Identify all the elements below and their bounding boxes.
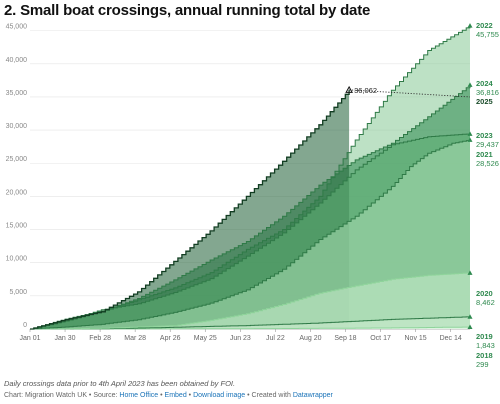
area-2020 (30, 272, 470, 329)
y-tick-label: 5,000 (9, 289, 27, 296)
projection-marker (345, 85, 353, 93)
end-label-value-2018: 299 (476, 360, 489, 369)
projection-layer: 36,062 (345, 85, 471, 98)
embed-link[interactable]: Embed (164, 392, 187, 399)
area-2021 (30, 139, 470, 329)
end-label-year-2018: 2018 (476, 351, 493, 360)
x-tick-label: Aug 20 (299, 335, 321, 342)
chart-title: 2. Small boat crossings, annual running … (4, 2, 371, 19)
projection-line (349, 89, 471, 98)
series-line-2023 (30, 133, 471, 330)
credits-prefix: Chart: Migration Watch UK • Source: (4, 392, 120, 399)
y-tick-label: 45,000 (6, 24, 28, 31)
x-tick-label: Apr 26 (160, 335, 181, 342)
end-label-year-2019: 2019 (476, 332, 493, 341)
x-tick-label: Jun 23 (230, 335, 251, 342)
y-tick-label: 35,000 (6, 90, 28, 97)
series-areas (30, 25, 470, 330)
series-line-2025 (30, 89, 350, 330)
x-tick-label: May 25 (194, 335, 217, 342)
end-label-year-2024: 2024 (476, 79, 494, 88)
credits-sep: • (158, 392, 165, 399)
end-label-year-2022: 2022 (476, 21, 493, 30)
footnote: Daily crossings data prior to 4th April … (4, 379, 236, 388)
end-marker-2020 (467, 270, 473, 275)
series-lines (30, 23, 473, 330)
x-tick-label: Oct 17 (370, 335, 391, 342)
source-link[interactable]: Home Office (119, 392, 159, 399)
x-tick-label: Mar 28 (124, 335, 146, 342)
end-label-value-2020: 8,462 (476, 298, 495, 307)
end-label-year-2023: 2023 (476, 131, 493, 140)
y-tick-label: 10,000 (6, 256, 28, 263)
download-image-link[interactable]: Download image (193, 392, 246, 399)
x-tick-label: Nov 15 (405, 335, 427, 342)
x-tick-label: Sep 18 (334, 335, 356, 342)
y-tick-label: 25,000 (6, 156, 28, 163)
y-tick-label: 40,000 (6, 57, 28, 64)
series-line-2019 (30, 316, 471, 330)
end-label-value-2022: 45,755 (476, 30, 499, 39)
end-marker-2019 (467, 314, 473, 319)
y-axis-ticks: 0 5,000 10,000 15,000 20,000 25,000 30,000 35,0… (6, 24, 28, 329)
end-marker-2023 (467, 131, 473, 136)
end-marker-2018 (467, 324, 473, 330)
y-tick-label: 15,000 (6, 223, 28, 230)
x-tick-label: Jan 01 (19, 335, 40, 342)
x-tick-label: Dec 14 (440, 335, 462, 342)
credits-sep: • Created with (245, 392, 293, 399)
end-label-value-2024: 36,816 (476, 88, 499, 97)
end-label-year-2021: 2021 (476, 150, 493, 159)
end-marker-2022 (467, 23, 473, 28)
y-tick-label: 20,000 (6, 189, 28, 196)
y-tick-label: 30,000 (6, 123, 28, 130)
end-label-value-2023: 29,437 (476, 140, 499, 149)
end-label-value-2021: 28,526 (476, 159, 499, 168)
x-tick-label: Jul 22 (266, 335, 285, 342)
area-2019 (30, 316, 470, 329)
end-label-year-2025: 2025 (476, 97, 493, 106)
y-tick-label: 0 (23, 322, 27, 329)
credits-sep: • (186, 392, 194, 399)
series-line-2024 (30, 84, 471, 330)
end-label-value-2019: 1,843 (476, 341, 495, 350)
series-line-2021 (30, 139, 471, 330)
x-tick-label: Jan 30 (55, 335, 76, 342)
credits: Chart: Migration Watch UK • Source: Home… (4, 392, 333, 399)
end-marker-2024 (467, 82, 473, 87)
x-axis-ticks: Jan 01 Jan 30 Feb 28 Mar 28 Apr 26 May 25 Jun … (19, 335, 461, 342)
end-label-year-2020: 2020 (476, 289, 493, 298)
end-marker-2021 (467, 137, 473, 142)
x-tick-label: Feb 28 (89, 335, 111, 342)
series-line-2020 (30, 272, 471, 330)
projection-label: 36,062 (354, 86, 377, 95)
datawrapper-link[interactable]: Datawrapper (292, 392, 333, 399)
